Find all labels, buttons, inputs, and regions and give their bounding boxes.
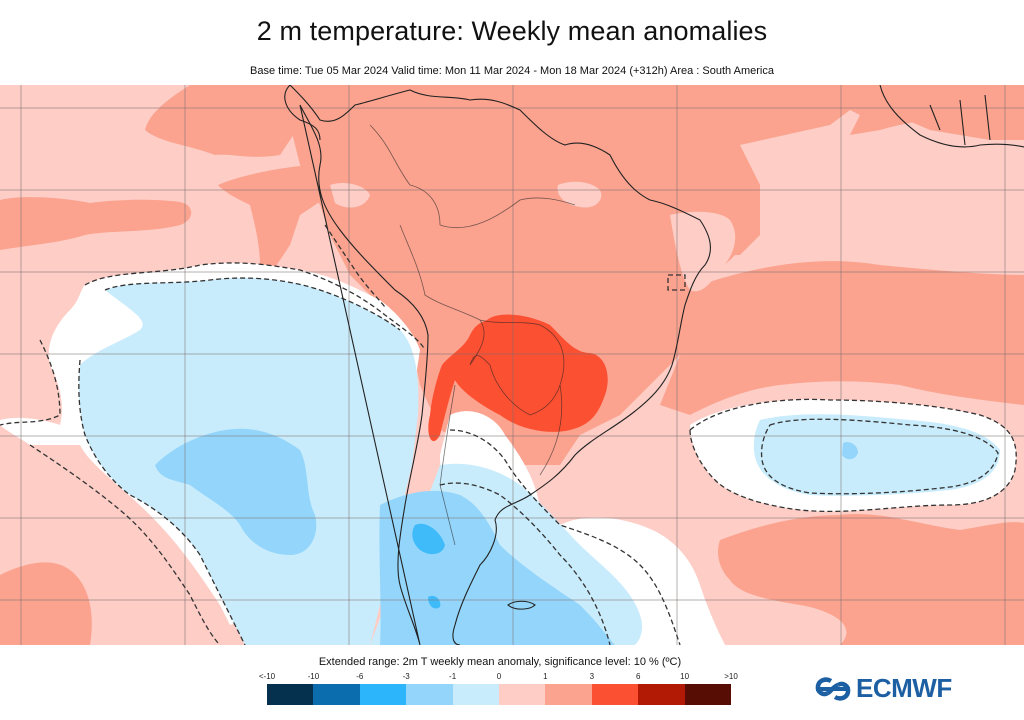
legend-tick: -3 xyxy=(402,672,410,681)
anomaly-map xyxy=(0,85,1024,645)
colombia-patch xyxy=(330,183,370,208)
pacific-cool-pool xyxy=(155,428,317,555)
colorbar-segment xyxy=(499,684,546,705)
south-atlantic-outer-contour xyxy=(689,398,1017,513)
southeast-atlantic-warm-patches xyxy=(718,513,1024,645)
colorbar-segment xyxy=(591,684,639,705)
map-subtitle: Base time: Tue 05 Mar 2024 Valid time: M… xyxy=(250,65,774,77)
map-title: 2 m temperature: Weekly mean anomalies xyxy=(256,16,768,46)
legend-tick: 0 xyxy=(496,672,502,681)
colorbar-segment xyxy=(545,684,592,705)
continent-warm xyxy=(290,85,760,465)
colorbar-segment xyxy=(684,684,732,705)
argentina-contours xyxy=(439,429,681,645)
warm-1-to-3-areas xyxy=(0,85,1024,645)
legend-tick: 3 xyxy=(589,672,595,681)
amazon-delta-patch xyxy=(557,181,602,208)
legend-tick: >10 xyxy=(724,672,738,681)
colorbar-segment xyxy=(452,684,500,705)
peru-coast-contour xyxy=(324,224,386,308)
colorbar-segment xyxy=(638,684,685,705)
legend-tick: -10 xyxy=(307,672,320,681)
legend-tick: -6 xyxy=(356,672,364,681)
central-america-coast xyxy=(284,85,321,141)
atlantic-warm-band xyxy=(660,261,1024,415)
western-pacific-warm-band xyxy=(0,197,192,250)
eastern-pacific-warm-tongue xyxy=(218,165,330,275)
south-atlantic-cool-spot xyxy=(842,442,858,460)
legend-tick: 1 xyxy=(543,672,548,681)
colorbar-segment xyxy=(359,684,407,705)
argentina-atlantic-white xyxy=(560,517,725,645)
ne-brazil-patch xyxy=(670,211,736,292)
coastlines xyxy=(284,85,1024,645)
south-america-coastline xyxy=(289,85,711,645)
logo-text: ECMWF xyxy=(856,673,952,703)
significance-contours xyxy=(0,224,1017,645)
legend-title: Extended range: 2m T weekly mean anomaly… xyxy=(318,656,682,668)
ecmwf-logo: ECMWF xyxy=(814,673,952,704)
colorbar-segment xyxy=(406,684,453,705)
warm-3-to-6-core xyxy=(428,314,608,442)
west-africa-coast xyxy=(879,85,1024,148)
south-atlantic-inner-contour xyxy=(760,418,999,495)
falklands xyxy=(507,600,536,610)
patagonia-cool-spot-2 xyxy=(428,595,441,609)
cool-minus6-to-minus3-spots xyxy=(412,523,445,609)
se-pacific-outer-contour xyxy=(0,262,426,645)
legend-tick: <-10 xyxy=(258,672,276,681)
colorbar-segment xyxy=(313,684,360,705)
south-atlantic-cool-area xyxy=(753,414,1000,496)
legend-tick: 6 xyxy=(635,672,641,681)
neutral-patches xyxy=(330,181,736,292)
colorbar xyxy=(267,684,732,705)
graticule xyxy=(0,85,1024,645)
patagonia-cool-spot-1 xyxy=(412,523,445,555)
legend-ticks: <-10 -10 -6 -3 -1 0 1 3 6 10 >10 xyxy=(259,672,738,682)
ecmwf-wave-icon xyxy=(815,676,851,701)
legend-tick: -1 xyxy=(449,672,457,681)
ne-brazil-small-contour xyxy=(667,274,686,291)
southwest-pacific-warm-area xyxy=(0,562,92,645)
country-borders xyxy=(369,124,576,546)
legend-tick: 10 xyxy=(680,672,690,681)
west-africa-warm xyxy=(860,85,1024,140)
colorbar-segment xyxy=(267,684,314,705)
